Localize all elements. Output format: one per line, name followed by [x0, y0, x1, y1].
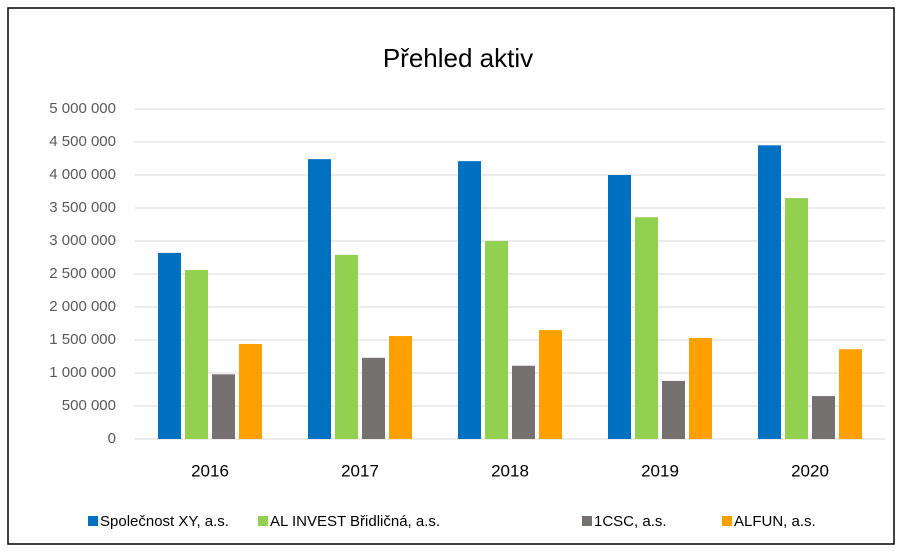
bar	[239, 343, 262, 439]
legend-label: 1CSC, a.s.	[594, 513, 667, 530]
legend-label: ALFUN, a.s.	[734, 513, 816, 530]
bar	[689, 338, 712, 439]
x-tick-label: 2017	[341, 461, 379, 480]
legend-swatch	[258, 516, 268, 526]
y-tick-label: 4 000 000	[49, 166, 116, 183]
x-tick-label: 2019	[641, 461, 679, 480]
bar	[785, 198, 808, 439]
y-tick-label: 2 500 000	[49, 265, 116, 282]
bar	[389, 336, 412, 439]
bar	[362, 357, 385, 439]
bar	[212, 374, 235, 439]
y-tick-label: 1 500 000	[49, 331, 116, 348]
legend-label: Společnost XY, a.s.	[100, 513, 229, 530]
y-tick-label: 500 000	[62, 397, 116, 414]
legend-swatch	[88, 516, 98, 526]
bar	[158, 252, 181, 439]
chart-title: Přehled aktiv	[383, 43, 533, 73]
legend-swatch	[582, 516, 592, 526]
y-tick-label: 2 000 000	[49, 298, 116, 315]
bar	[758, 145, 781, 440]
bar	[608, 175, 631, 439]
y-tick-label: 1 000 000	[49, 364, 116, 381]
bar	[839, 349, 862, 439]
x-tick-label: 2018	[491, 461, 529, 480]
bar	[512, 365, 535, 439]
bar	[812, 396, 835, 439]
chart-border	[7, 7, 895, 545]
bar	[335, 254, 358, 439]
bar	[539, 330, 562, 439]
y-tick-label: 3 000 000	[49, 232, 116, 249]
y-tick-label: 4 500 000	[49, 133, 116, 150]
x-tick-label: 2020	[791, 461, 829, 480]
y-tick-label: 3 500 000	[49, 199, 116, 216]
bar	[635, 217, 658, 439]
y-tick-label: 0	[108, 430, 116, 447]
legend-label: AL INVEST Břidličná, a.s.	[270, 513, 440, 530]
legend-swatch	[722, 516, 732, 526]
bar	[662, 380, 685, 439]
x-tick-label: 2016	[191, 461, 229, 480]
bar	[485, 241, 508, 439]
bar	[185, 270, 208, 439]
bar	[458, 161, 481, 439]
y-tick-label: 5 000 000	[49, 100, 116, 117]
bar	[308, 159, 331, 439]
